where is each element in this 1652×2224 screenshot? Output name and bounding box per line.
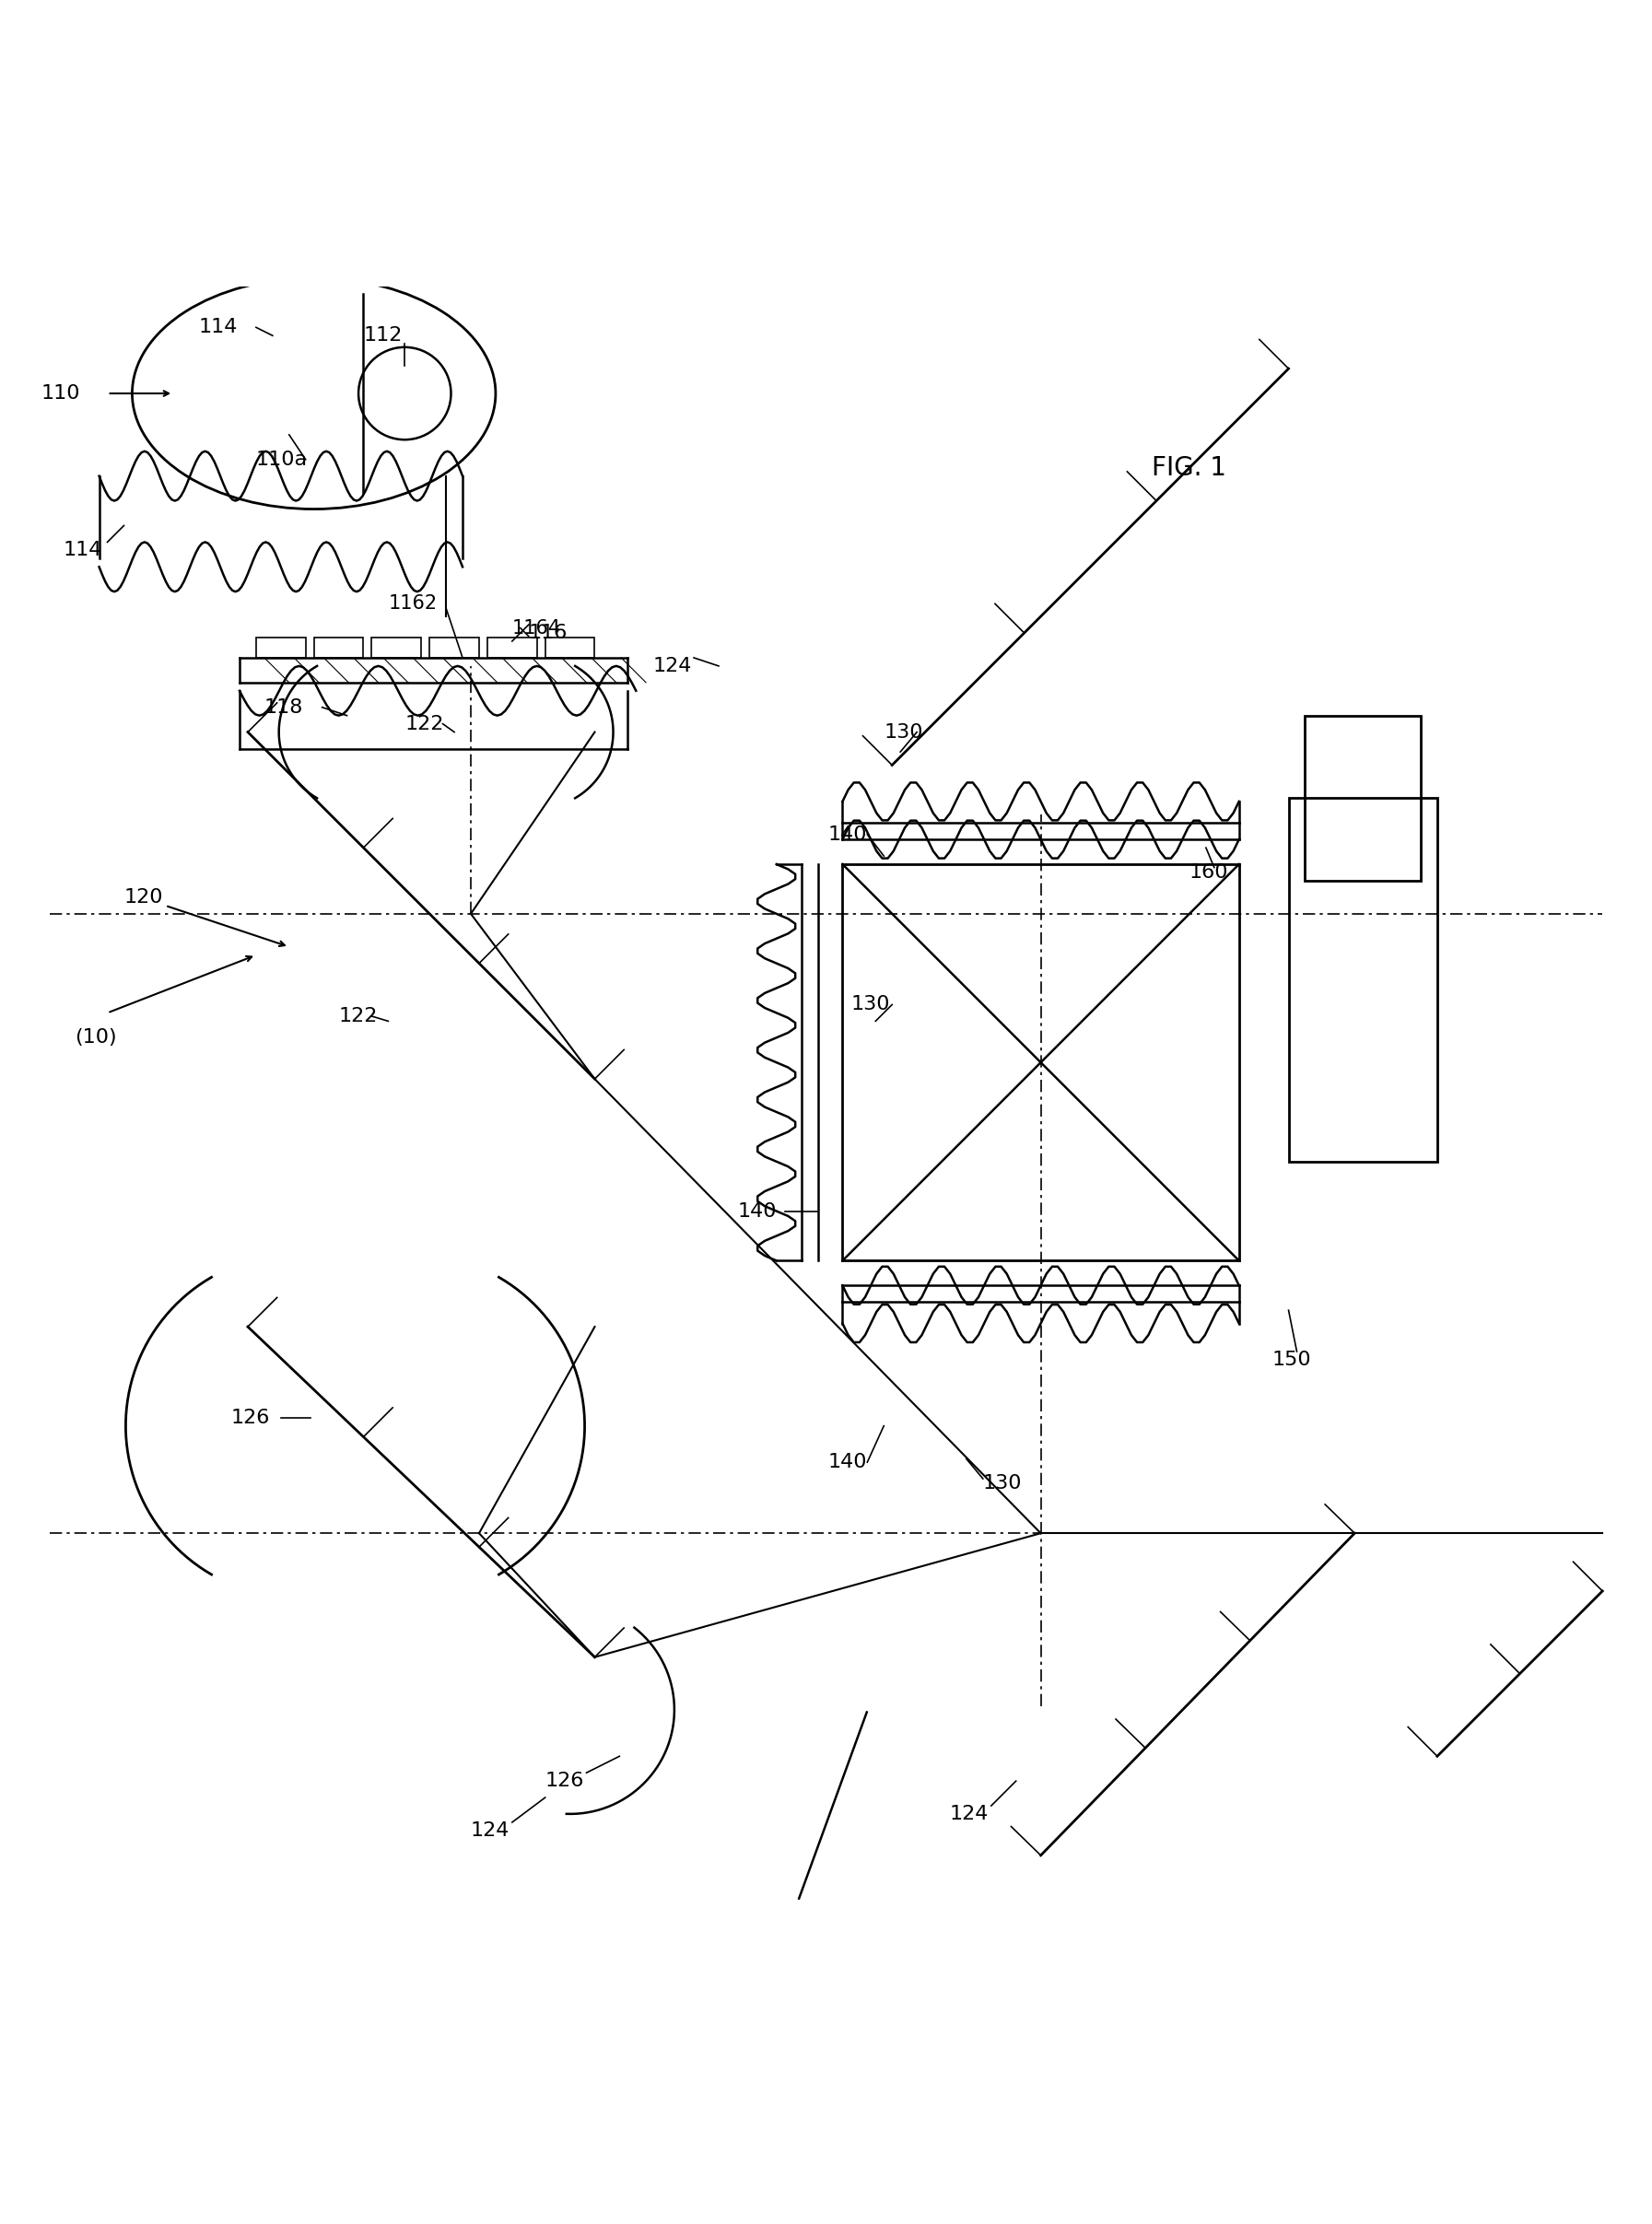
Bar xyxy=(1289,798,1437,1161)
Text: 110a: 110a xyxy=(256,449,307,469)
Text: 124: 124 xyxy=(653,656,692,676)
Text: 120: 120 xyxy=(124,887,164,907)
Bar xyxy=(487,638,537,658)
Text: 126: 126 xyxy=(231,1408,271,1428)
Text: 130: 130 xyxy=(983,1475,1023,1492)
Text: 150: 150 xyxy=(1272,1350,1312,1370)
Text: 140: 140 xyxy=(737,1201,776,1221)
Bar xyxy=(256,638,306,658)
Text: 126: 126 xyxy=(545,1773,585,1790)
Text: 112: 112 xyxy=(363,327,403,345)
Text: 122: 122 xyxy=(405,714,444,734)
Text: 124: 124 xyxy=(471,1821,510,1839)
Bar xyxy=(314,638,363,658)
Text: 124: 124 xyxy=(950,1806,990,1824)
Text: 110: 110 xyxy=(41,385,81,403)
Text: 130: 130 xyxy=(851,996,890,1014)
Text: 1164: 1164 xyxy=(512,618,562,638)
Bar xyxy=(430,638,479,658)
Text: (10): (10) xyxy=(74,1027,116,1048)
Text: 160: 160 xyxy=(1189,863,1229,881)
Text: 116: 116 xyxy=(529,623,568,643)
Text: 1162: 1162 xyxy=(388,594,438,612)
Text: 140: 140 xyxy=(828,1452,867,1472)
Text: 114: 114 xyxy=(63,540,102,560)
Text: 122: 122 xyxy=(339,1007,378,1025)
Bar xyxy=(372,638,421,658)
Text: 140: 140 xyxy=(828,825,867,843)
Text: 114: 114 xyxy=(198,318,238,336)
Bar xyxy=(1305,716,1421,881)
Text: 130: 130 xyxy=(884,723,923,741)
Bar xyxy=(545,638,595,658)
Text: 118: 118 xyxy=(264,698,304,716)
Text: FIG. 1: FIG. 1 xyxy=(1151,456,1227,480)
